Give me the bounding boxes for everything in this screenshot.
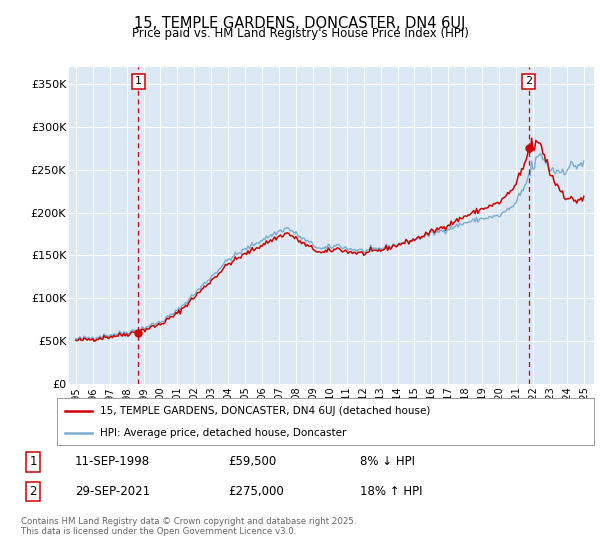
Text: 1: 1 xyxy=(135,76,142,86)
Text: 29-SEP-2021: 29-SEP-2021 xyxy=(75,485,150,498)
Text: Price paid vs. HM Land Registry's House Price Index (HPI): Price paid vs. HM Land Registry's House … xyxy=(131,27,469,40)
Text: £275,000: £275,000 xyxy=(228,485,284,498)
Text: 1: 1 xyxy=(29,455,37,468)
Text: 15, TEMPLE GARDENS, DONCASTER, DN4 6UJ (detached house): 15, TEMPLE GARDENS, DONCASTER, DN4 6UJ (… xyxy=(100,406,430,416)
Text: 15, TEMPLE GARDENS, DONCASTER, DN4 6UJ: 15, TEMPLE GARDENS, DONCASTER, DN4 6UJ xyxy=(134,16,466,31)
Text: 2: 2 xyxy=(29,485,37,498)
Text: HPI: Average price, detached house, Doncaster: HPI: Average price, detached house, Donc… xyxy=(100,428,346,438)
Text: 18% ↑ HPI: 18% ↑ HPI xyxy=(360,485,422,498)
Text: Contains HM Land Registry data © Crown copyright and database right 2025.
This d: Contains HM Land Registry data © Crown c… xyxy=(21,517,356,536)
Text: 2: 2 xyxy=(525,76,532,86)
Text: £59,500: £59,500 xyxy=(228,455,276,468)
Text: 11-SEP-1998: 11-SEP-1998 xyxy=(75,455,150,468)
Text: 8% ↓ HPI: 8% ↓ HPI xyxy=(360,455,415,468)
